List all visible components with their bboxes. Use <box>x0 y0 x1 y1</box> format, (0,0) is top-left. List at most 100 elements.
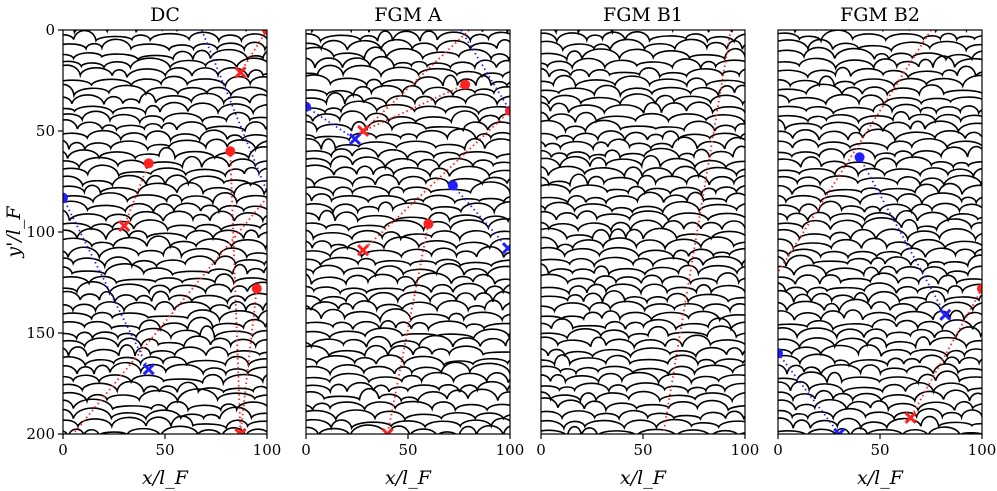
flame-front-line <box>541 382 745 395</box>
flame-front-line <box>541 227 745 241</box>
flame-front-texture <box>63 30 267 434</box>
trajectory-line <box>239 30 267 73</box>
trajectory-start-marker <box>423 218 434 229</box>
flame-front-line <box>306 155 510 171</box>
flame-front-line <box>306 181 510 198</box>
flame-front-line <box>541 84 745 99</box>
trajectory-start-marker <box>505 105 510 116</box>
flame-front-line <box>306 55 510 71</box>
flame-front-line <box>63 38 267 53</box>
flame-front-line <box>778 111 982 125</box>
flame-front-line <box>541 418 745 432</box>
flame-front-line <box>63 30 267 44</box>
flame-front-line <box>541 47 745 63</box>
flame-front-line <box>541 390 745 404</box>
flame-front-line <box>306 30 510 44</box>
trajectory-line <box>63 197 150 370</box>
flame-front-line <box>63 263 267 277</box>
flame-front-line <box>63 398 267 413</box>
trajectory-line <box>778 30 932 273</box>
flame-front-line <box>63 129 267 144</box>
flame-front-line <box>63 191 267 207</box>
flame-front-line <box>778 192 982 206</box>
x-tick-label: 0 <box>301 441 311 459</box>
flame-front-line <box>306 400 510 413</box>
flame-front-line <box>778 118 982 135</box>
flame-front-line <box>778 228 982 243</box>
flame-front-line <box>778 237 982 251</box>
trajectory-start-marker <box>460 79 471 90</box>
flame-front-line <box>63 335 267 350</box>
trajectory-end-marker <box>234 427 247 434</box>
flame-front-line <box>63 181 267 197</box>
flame-front-line <box>63 273 267 286</box>
flame-front-line <box>778 46 982 62</box>
trajectory-line <box>200 30 267 192</box>
flame-front-line <box>541 183 745 197</box>
flame-front-line <box>306 307 510 324</box>
flame-front-line <box>306 299 510 313</box>
flame-front-line <box>778 353 982 368</box>
flame-front-line <box>306 272 510 287</box>
flame-front-line <box>541 165 745 180</box>
flame-front-line <box>778 145 982 161</box>
flame-front-line <box>306 201 510 215</box>
flame-front-line <box>778 289 982 304</box>
flame-front-line <box>306 409 510 422</box>
trajectory-start-marker <box>854 152 865 163</box>
flame-front-line <box>63 290 267 306</box>
flame-front-line <box>63 200 267 215</box>
flame-front-line <box>541 111 745 125</box>
flame-front-line <box>63 64 267 79</box>
trajectory-start-marker <box>778 348 783 359</box>
flame-front-line <box>63 373 267 387</box>
flame-front-line <box>63 309 267 324</box>
flame-front-line <box>541 30 745 45</box>
flame-front-line <box>778 264 982 278</box>
flame-front-line <box>63 174 267 188</box>
flame-front-line <box>541 154 745 170</box>
flame-front-line <box>63 209 267 224</box>
flame-front-line <box>306 74 510 89</box>
flame-front-line <box>63 355 267 368</box>
flame-front-line <box>63 145 267 161</box>
trajectory-end-marker <box>833 427 846 434</box>
flame-front-line <box>778 272 982 286</box>
flame-front-line <box>541 371 745 386</box>
trajectory-line <box>229 151 242 434</box>
flame-front-line <box>63 75 267 89</box>
flame-front-line <box>541 300 745 314</box>
flame-front-line <box>778 426 982 434</box>
flame-front-line <box>778 407 982 422</box>
flame-front-line <box>778 298 982 313</box>
flame-front-line <box>778 74 982 89</box>
flame-front-line <box>63 48 267 62</box>
flame-front-line <box>63 344 267 358</box>
flame-front-line <box>306 282 510 296</box>
flame-front-line <box>778 65 982 80</box>
x-axis-label: x/l_F <box>385 467 432 489</box>
panel-title: FGM B1 <box>603 4 683 26</box>
flame-front-line <box>306 320 510 333</box>
flame-front-line <box>306 128 510 142</box>
flame-front-line <box>306 110 510 125</box>
flame-front-line <box>541 310 745 323</box>
flame-front-line <box>306 262 510 278</box>
flame-front-line <box>778 165 982 180</box>
trajectory-line <box>662 30 732 434</box>
flame-front-line <box>63 300 267 314</box>
trajectory-line <box>452 184 509 249</box>
trajectory-line <box>239 288 258 434</box>
flame-front-line <box>63 92 267 107</box>
trajectory-start-marker <box>977 283 982 294</box>
flame-front-line <box>541 191 745 206</box>
flame-front-line <box>63 255 267 270</box>
panel-title: FGM B2 <box>840 4 920 26</box>
x-tick-label: 0 <box>773 441 783 459</box>
flame-front-line <box>778 174 982 188</box>
flame-front-line <box>541 38 745 53</box>
flame-front-line <box>306 361 510 377</box>
flame-front-line <box>541 74 745 89</box>
flame-front-line <box>306 245 510 259</box>
